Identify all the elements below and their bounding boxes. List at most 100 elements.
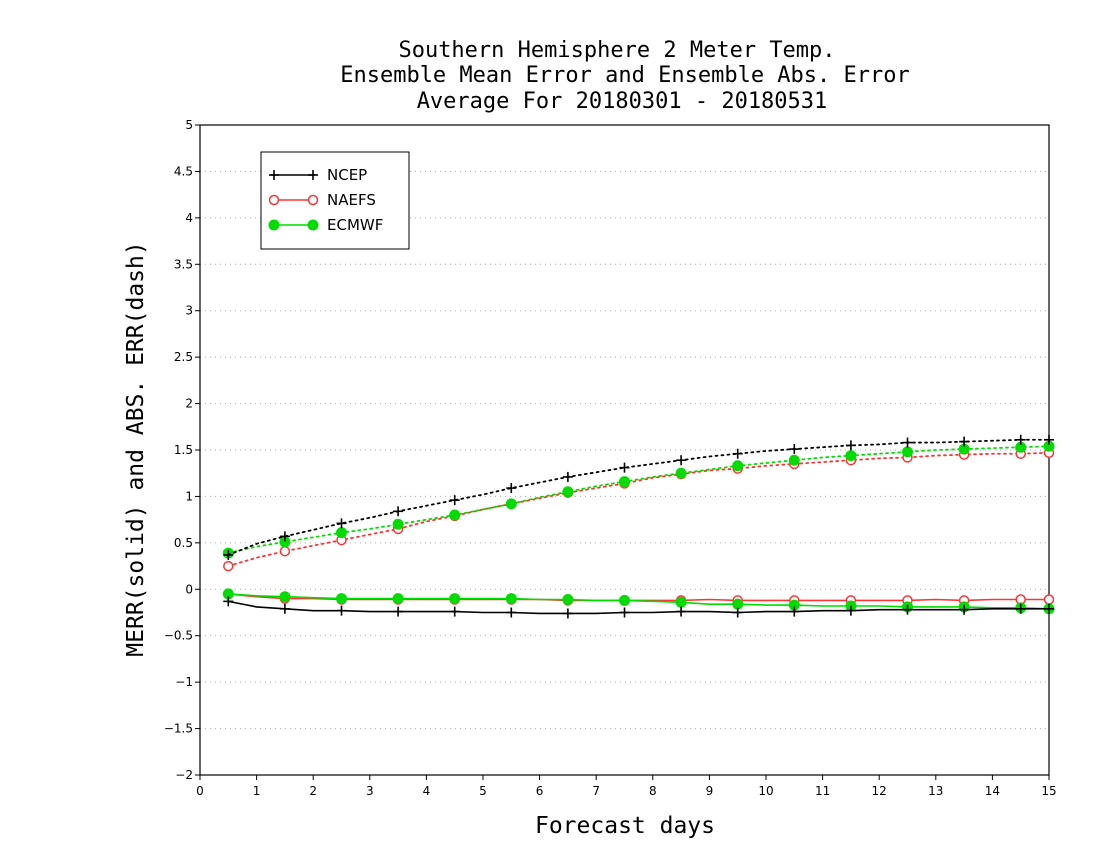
ncep-abs-err-point [902, 437, 913, 448]
ecmwf-abs-err-line [227, 445, 1050, 554]
ncep-merr-point [845, 605, 856, 616]
ncep-abs-err-point [676, 455, 687, 466]
x-tick-label: 0 [196, 784, 204, 798]
ecmwf-merr-point [562, 594, 574, 605]
x-tick-label: 15 [1041, 784, 1056, 798]
y-axis-ticks: 5 4.5 4 3.5 3 2.5 2 1.5 1 0.5 0 −0.5 −1 −1.5 −2 [164, 118, 200, 782]
x-tick-label: 1 [253, 784, 261, 798]
ecmwf-merr-point [449, 593, 461, 605]
ncep-merr-point [789, 606, 800, 617]
y-tick-label: 5 [185, 118, 193, 132]
ecmwf-merr-point [336, 593, 347, 605]
y-tick-label: 4.5 [174, 164, 193, 178]
ecmwf-abs-err-point [449, 509, 461, 521]
x-tick-label: 5 [479, 784, 487, 798]
ncep-abs-err-point [732, 448, 743, 459]
legend-label-naefs: NAEFS [327, 191, 376, 209]
ncep-merr-point [1015, 603, 1026, 614]
ecmwf-abs-err-point [619, 476, 630, 488]
ncep-abs-err-point [619, 462, 630, 473]
legend-marker-ecmwf [268, 219, 280, 231]
ncep-merr-point [562, 608, 573, 619]
ncep-abs-err-point [562, 471, 573, 482]
legend-marker-ncep [269, 170, 279, 180]
y-tick-label: −0.5 [164, 629, 193, 643]
legend-item-ncep: NCEP [269, 166, 367, 184]
y-tick-label: −1.5 [164, 722, 193, 736]
y-tick-label: 3.5 [174, 257, 193, 271]
x-tick-label: 2 [309, 784, 317, 798]
legend: NCEP NAEFS ECMWF [260, 151, 410, 250]
y-tick-label: 1 [185, 489, 193, 503]
legend-items: NCEP NAEFS ECMWF [268, 166, 383, 234]
x-tick-label: 10 [758, 784, 773, 798]
series-group [222, 434, 1055, 619]
ncep-abs-err-point [1044, 434, 1054, 445]
ncep-abs-err-point [449, 495, 460, 506]
ncep-merr-point [619, 607, 630, 618]
series-ecmwf [222, 440, 1055, 615]
ncep-merr-point [449, 606, 460, 617]
ncep-merr-point [336, 605, 347, 616]
naefs-abs-err-point [279, 545, 291, 557]
ncep-merr-point [1044, 603, 1054, 614]
ecmwf-merr-point [675, 596, 687, 608]
ncep-merr-point [279, 603, 290, 614]
ncep-merr-point [676, 606, 687, 617]
ncep-merr-point [732, 607, 743, 618]
y-tick-label: 4 [185, 211, 193, 225]
ecmwf-abs-err-point [675, 467, 687, 479]
ncep-abs-err-point [223, 549, 234, 560]
y-tick-label: 2.5 [174, 350, 193, 364]
ecmwf-abs-err-point [392, 518, 404, 530]
legend-marker-naefs [307, 194, 319, 206]
ecmwf-abs-err-point [336, 527, 347, 539]
ecmwf-abs-err-point [845, 450, 857, 462]
x-tick-label: 7 [592, 784, 600, 798]
ecmwf-merr-point [392, 593, 404, 605]
y-tick-label: 3 [185, 304, 193, 318]
ncep-abs-err-point [279, 531, 290, 542]
naefs-abs-err-point [223, 560, 234, 572]
y-tick-label: 0 [185, 582, 193, 596]
ecmwf-merr-point [279, 591, 291, 603]
ecmwf-abs-err-point [902, 446, 913, 458]
x-tick-label: 3 [366, 784, 374, 798]
legend-item-naefs: NAEFS [268, 191, 376, 209]
ecmwf-merr-line [228, 593, 1050, 610]
series-naefs [223, 447, 1055, 606]
ecmwf-abs-err-point [562, 486, 574, 498]
ncep-merr-point [223, 596, 234, 607]
ncep-merr-point [506, 607, 517, 618]
ncep-merr-point [959, 604, 970, 615]
x-axis-ticks: 0 1 2 3 4 5 6 7 8 9 10 11 12 13 14 15 [196, 775, 1057, 798]
title-line-3: Average For 20180301 - 20180531 [417, 89, 828, 114]
y-tick-label: −2 [175, 768, 193, 782]
series-ncep [223, 434, 1054, 619]
x-tick-label: 4 [423, 784, 431, 798]
x-tick-label: 8 [649, 784, 657, 798]
ecmwf-abs-err-point [788, 454, 800, 466]
y-tick-label: 0.5 [174, 536, 193, 550]
ncep-abs-err-point [506, 483, 517, 494]
legend-label-ecmwf: ECMWF [327, 216, 383, 234]
x-tick-label: 12 [872, 784, 887, 798]
x-tick-label: 6 [536, 784, 544, 798]
x-tick-label: 14 [985, 784, 1000, 798]
x-axis-label: Forecast days [535, 813, 715, 839]
legend-marker-ncep [308, 170, 318, 180]
ecmwf-merr-point [619, 594, 630, 606]
ecmwf-abs-err-point [505, 498, 517, 510]
x-tick-label: 9 [706, 784, 714, 798]
ecmwf-abs-err-point [732, 460, 744, 472]
ncep-merr-point [393, 606, 404, 617]
title-line-2: Ensemble Mean Error and Ensemble Abs. Er… [340, 63, 910, 88]
naefs-abs-err-line [227, 451, 1050, 567]
legend-item-ecmwf: ECMWF [268, 216, 383, 234]
x-tick-label: 11 [815, 784, 830, 798]
ncep-abs-err-point [393, 506, 404, 517]
title-line-1: Southern Hemisphere 2 Meter Temp. [398, 38, 835, 63]
naefs-merr-line [228, 593, 1049, 602]
ecmwf-merr-point [505, 593, 517, 605]
